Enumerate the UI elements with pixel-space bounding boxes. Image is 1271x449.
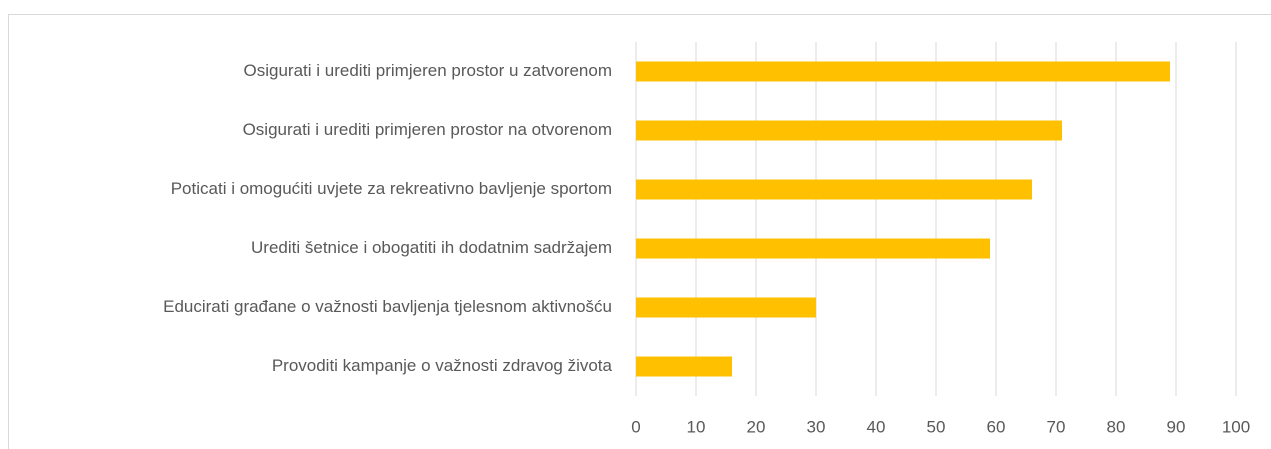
x-tick-label: 60: [987, 417, 1006, 436]
y-tick-label: Osigurati i urediti primjeren prostor u …: [244, 61, 612, 80]
bar: [636, 238, 990, 259]
y-tick-label: Poticati i omogućiti uvjete za rekreativ…: [171, 179, 612, 198]
bar: [636, 120, 1062, 141]
bar: [636, 356, 732, 377]
y-tick-label: Osigurati i urediti primjeren prostor na…: [243, 120, 612, 139]
x-tick-label: 90: [1167, 417, 1186, 436]
y-tick-label: Provoditi kampanje o važnosti zdravog ži…: [272, 356, 613, 375]
bar: [636, 179, 1032, 200]
bar: [636, 297, 816, 318]
y-tick-label: Urediti šetnice i obogatiti ih dodatnim …: [251, 238, 612, 257]
x-tick-label: 20: [747, 417, 766, 436]
x-tick-label: 80: [1107, 417, 1126, 436]
x-tick-label: 40: [867, 417, 886, 436]
x-tick-label: 100: [1222, 417, 1250, 436]
chart-frame: [8, 14, 1271, 449]
x-tick-label: 70: [1047, 417, 1066, 436]
x-tick-label: 0: [631, 417, 640, 436]
x-tick-label: 10: [687, 417, 706, 436]
bar: [636, 61, 1170, 82]
x-tick-label: 30: [807, 417, 826, 436]
y-tick-label: Educirati građane o važnosti bavljenja t…: [163, 297, 612, 316]
x-tick-label: 50: [927, 417, 946, 436]
